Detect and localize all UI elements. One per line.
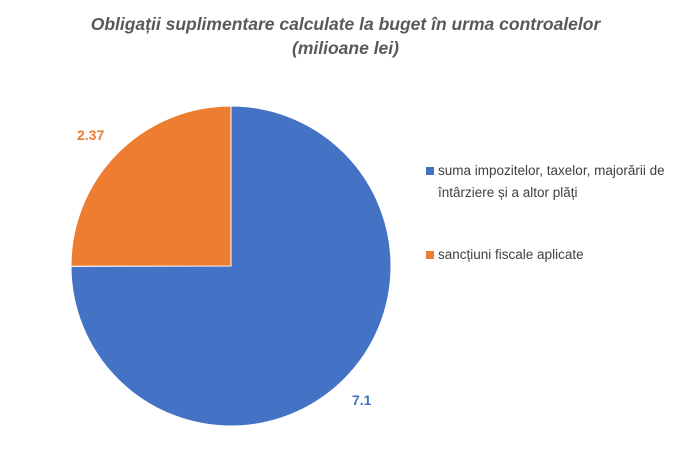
pie-slice-1	[70, 105, 232, 267]
data-label-1: 2.37	[77, 127, 105, 143]
chart-title-block: Obligații suplimentare calculate la buge…	[0, 12, 691, 60]
legend-swatch-0	[426, 167, 434, 175]
chart-title: Obligații suplimentare calculate la buge…	[90, 14, 601, 34]
pie-slice-0	[70, 105, 392, 427]
data-label-0: 7.1	[352, 392, 372, 408]
legend: suma impozitelor, taxelor, majorării de …	[426, 160, 688, 266]
legend-item-1: sancțiuni fiscale aplicate	[426, 244, 688, 266]
legend-label-1: sancțiuni fiscale aplicate	[438, 247, 584, 262]
legend-swatch-1	[426, 251, 434, 259]
legend-label-0: suma impozitelor, taxelor, majorării de …	[438, 163, 665, 200]
legend-item-0: suma impozitelor, taxelor, majorării de …	[426, 160, 688, 204]
chart-subtitle: (milioane lei)	[292, 38, 399, 58]
